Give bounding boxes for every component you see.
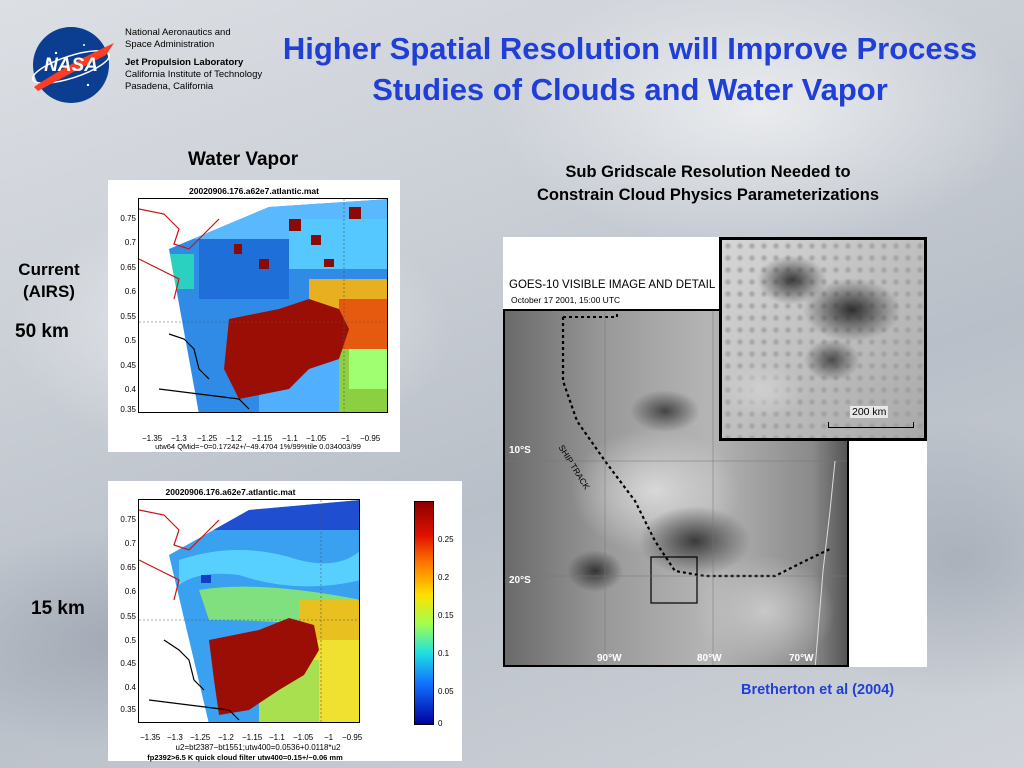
xtick: −1.15 (242, 733, 263, 742)
scale-label: 200 km (850, 406, 889, 418)
resolution-50km-label: 50 km (15, 321, 69, 342)
lab-line2: California Institute of Technology (125, 69, 263, 80)
ytick: 0.5 (124, 336, 136, 345)
lab-line3: Pasadena, California (125, 81, 214, 92)
current-label-line1: Current (18, 260, 80, 279)
xtick: −1.25 (197, 434, 218, 443)
ytick: 0.45 (120, 361, 136, 370)
nasa-meatball-icon (32, 27, 114, 103)
plot-top-xticks: −1.35 −1.3 −1.25 −1.2 −1.15 −1.1 −1.05 −… (138, 434, 400, 446)
goes-detail-inset: 200 km (719, 237, 927, 441)
resolution-15km-label: 15 km (31, 598, 85, 619)
goes-date: October 17 2001, 15:00 UTC (511, 295, 621, 305)
ytick: 0.45 (120, 659, 136, 668)
ytick: 0.75 (120, 515, 136, 524)
goes-overlay (505, 311, 847, 665)
colorbar-tick: 0.05 (438, 687, 454, 696)
plot-bottom-title: 20020906.176.a62e7.atlantic.mat (165, 487, 296, 497)
right-heading-line1: Sub Gridscale Resolution Needed to (565, 163, 851, 181)
ytick: 0.35 (120, 705, 136, 714)
lab-name: Jet Propulsion Laboratory (125, 57, 244, 68)
colorbar-tick: 0.1 (438, 649, 450, 658)
xtick: −1.35 (142, 434, 163, 443)
lon-70w-label: 70°W (789, 653, 814, 664)
ytick: 0.7 (124, 539, 136, 548)
ytick: 0.6 (124, 287, 136, 296)
lat-20s-label: 20°S (509, 575, 531, 586)
plot-bottom-yticks: 0.75 0.7 0.65 0.6 0.55 0.5 0.45 0.4 0.35 (110, 499, 136, 723)
goes-title: GOES-10 VISIBLE IMAGE AND DETAIL (509, 279, 716, 291)
scale-bar (828, 422, 914, 428)
xtick: −1.1 (269, 733, 285, 742)
colorbar-ticks: 0.25 0.2 0.15 0.1 0.05 0 (438, 501, 462, 728)
org-name-line1: National Aeronautics and (125, 27, 231, 38)
plot-bottom-caption-1: u2=bt2387−bt1551;utw400=0.0536+0.0118*u2 (175, 743, 341, 752)
lon-80w-label: 80°W (697, 653, 722, 664)
colorbar-tick: 0.15 (438, 611, 454, 620)
org-block: National Aeronautics and Space Administr… (125, 27, 262, 93)
xtick: −1.3 (171, 434, 187, 443)
current-label: Current (AIRS) (6, 259, 92, 303)
ytick: 0.75 (120, 214, 136, 223)
slide-title: Higher Spatial Resolution will Improve P… (240, 28, 1020, 110)
plot-bottom-xticks: −1.35 −1.3 −1.25 −1.2 −1.15 −1.1 −1.05 −… (138, 733, 378, 745)
ytick: 0.4 (124, 385, 136, 394)
colorbar-tick: 0.2 (438, 573, 450, 582)
current-label-line2: (AIRS) (23, 282, 75, 301)
xtick: −1.05 (293, 733, 314, 742)
colorbar-tick: 0 (438, 719, 443, 728)
ytick: 0.55 (120, 612, 136, 621)
xtick: −1.05 (306, 434, 327, 443)
plot-top-area (138, 198, 388, 413)
water-vapor-label: Water Vapor (188, 149, 299, 170)
xtick: −0.95 (360, 434, 381, 443)
slide-title-line1: Higher Spatial Resolution will Improve P… (282, 31, 978, 66)
xtick: −1.1 (282, 434, 298, 443)
xtick: −1 (324, 733, 334, 742)
ytick: 0.55 (120, 312, 136, 321)
plot-bottom-area (138, 499, 360, 723)
ytick: 0.7 (124, 238, 136, 247)
right-panel-heading: Sub Gridscale Resolution Needed to Const… (496, 161, 920, 207)
plot-top-title: 20020906.176.a62e7.atlantic.mat (189, 186, 319, 196)
plot-top-yticks: 0.75 0.7 0.65 0.6 0.55 0.5 0.45 0.4 0.35 (110, 198, 136, 414)
xtick: −1.15 (252, 434, 273, 443)
xtick: −1.3 (167, 733, 183, 742)
plot-bottom-caption-2: fp2392>6.5 K quick cloud filter utw400=0… (147, 753, 343, 762)
ytick: 0.35 (120, 405, 136, 414)
nasa-logo: NASA (26, 25, 120, 105)
ytick: 0.4 (124, 683, 136, 692)
colorbar-tick: 0.25 (438, 535, 454, 544)
ytick: 0.65 (120, 563, 136, 572)
citation: Bretherton et al (2004) (741, 682, 895, 698)
right-heading-line2: Constrain Cloud Physics Parameterization… (536, 186, 879, 204)
xtick: −0.95 (342, 733, 363, 742)
colorbar (414, 501, 434, 725)
plot-top-map (139, 199, 387, 412)
xtick: −1.2 (218, 733, 234, 742)
ytick: 0.6 (124, 587, 136, 596)
water-vapor-plot-airs: 20020906.176.a62e7.atlantic.mat (108, 180, 400, 452)
org-name-line2: Space Administration (125, 39, 215, 50)
lat-10s-label: 10°S (509, 445, 531, 456)
water-vapor-plot-15km: 20020906.176.a62e7.atlantic.mat (108, 481, 462, 762)
xtick: −1.2 (226, 434, 242, 443)
xtick: −1 (341, 434, 351, 443)
nasa-logo-text: NASA (44, 55, 98, 76)
lon-90w-label: 90°W (597, 653, 622, 664)
plot-bottom-map (139, 500, 359, 722)
goes-figure: GOES-10 VISIBLE IMAGE AND DETAIL October… (503, 237, 927, 667)
slide-title-line2: Studies of Clouds and Water Vapor (372, 72, 888, 107)
xtick: −1.25 (190, 733, 211, 742)
ytick: 0.65 (120, 263, 136, 272)
plot-top-caption: utw64 QMid=−0=0.17242+/−49.4704 1%/99%ti… (155, 442, 361, 451)
ytick: 0.5 (124, 636, 136, 645)
xtick: −1.35 (140, 733, 161, 742)
